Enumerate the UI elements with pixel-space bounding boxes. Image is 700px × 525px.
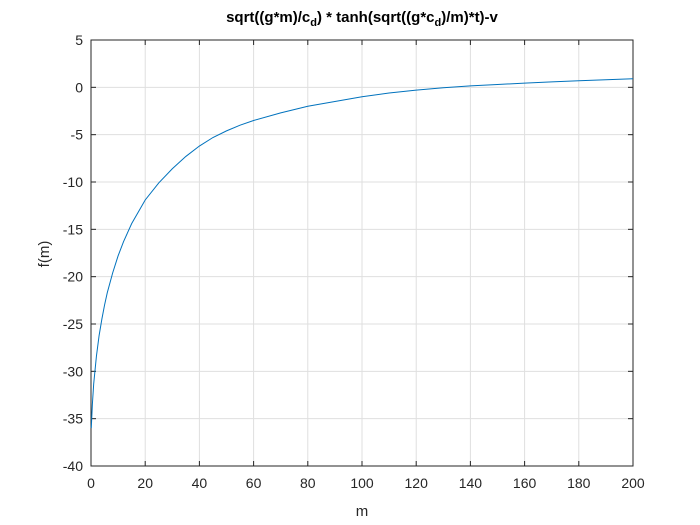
y-tick-labels: 5 0 -5 -10 -15 -20 -25 -30 -35 -40 <box>63 32 83 474</box>
x-tick-label: 20 <box>137 475 153 491</box>
y-tick-label: 5 <box>75 32 83 48</box>
x-tick-label: 0 <box>87 475 95 491</box>
title-part-b: ) * tanh(sqrt((g*c <box>317 9 435 26</box>
x-tick-label: 60 <box>246 475 262 491</box>
x-tick-labels: 0 20 40 60 80 100 120 140 160 180 200 <box>87 475 645 491</box>
x-tick-label: 180 <box>567 475 591 491</box>
grid <box>90 39 634 467</box>
title-part-a: sqrt((g*m)/c <box>226 9 310 26</box>
y-tick-label: -15 <box>63 221 83 237</box>
y-tick-label: -30 <box>63 363 83 379</box>
x-tick-label: 100 <box>350 475 374 491</box>
x-tick-label: 40 <box>192 475 208 491</box>
y-axis-label: f(m) <box>36 241 53 268</box>
x-tick-label: 80 <box>300 475 316 491</box>
series-line <box>90 78 634 429</box>
y-tick-label: 0 <box>75 79 83 95</box>
x-tick-label: 140 <box>459 475 483 491</box>
y-tick-label: -10 <box>63 174 83 190</box>
chart-title: sqrt((g*m)/cd) * tanh(sqrt((g*cd)/m)*t)-… <box>226 9 498 29</box>
y-tick-label: -40 <box>63 458 83 474</box>
title-sub-a: d <box>310 17 317 29</box>
y-tick-label: -5 <box>71 127 84 143</box>
x-axis-label: m <box>356 503 369 520</box>
title-sub-b: d <box>435 17 442 29</box>
tick-marks <box>90 39 634 467</box>
y-tick-label: -20 <box>63 269 83 285</box>
x-tick-label: 200 <box>621 475 645 491</box>
x-tick-label: 160 <box>513 475 537 491</box>
y-tick-label: -25 <box>63 316 83 332</box>
y-tick-label: -35 <box>63 411 83 427</box>
x-tick-label: 120 <box>405 475 429 491</box>
title-part-c: )/m)*t)-v <box>441 9 498 26</box>
